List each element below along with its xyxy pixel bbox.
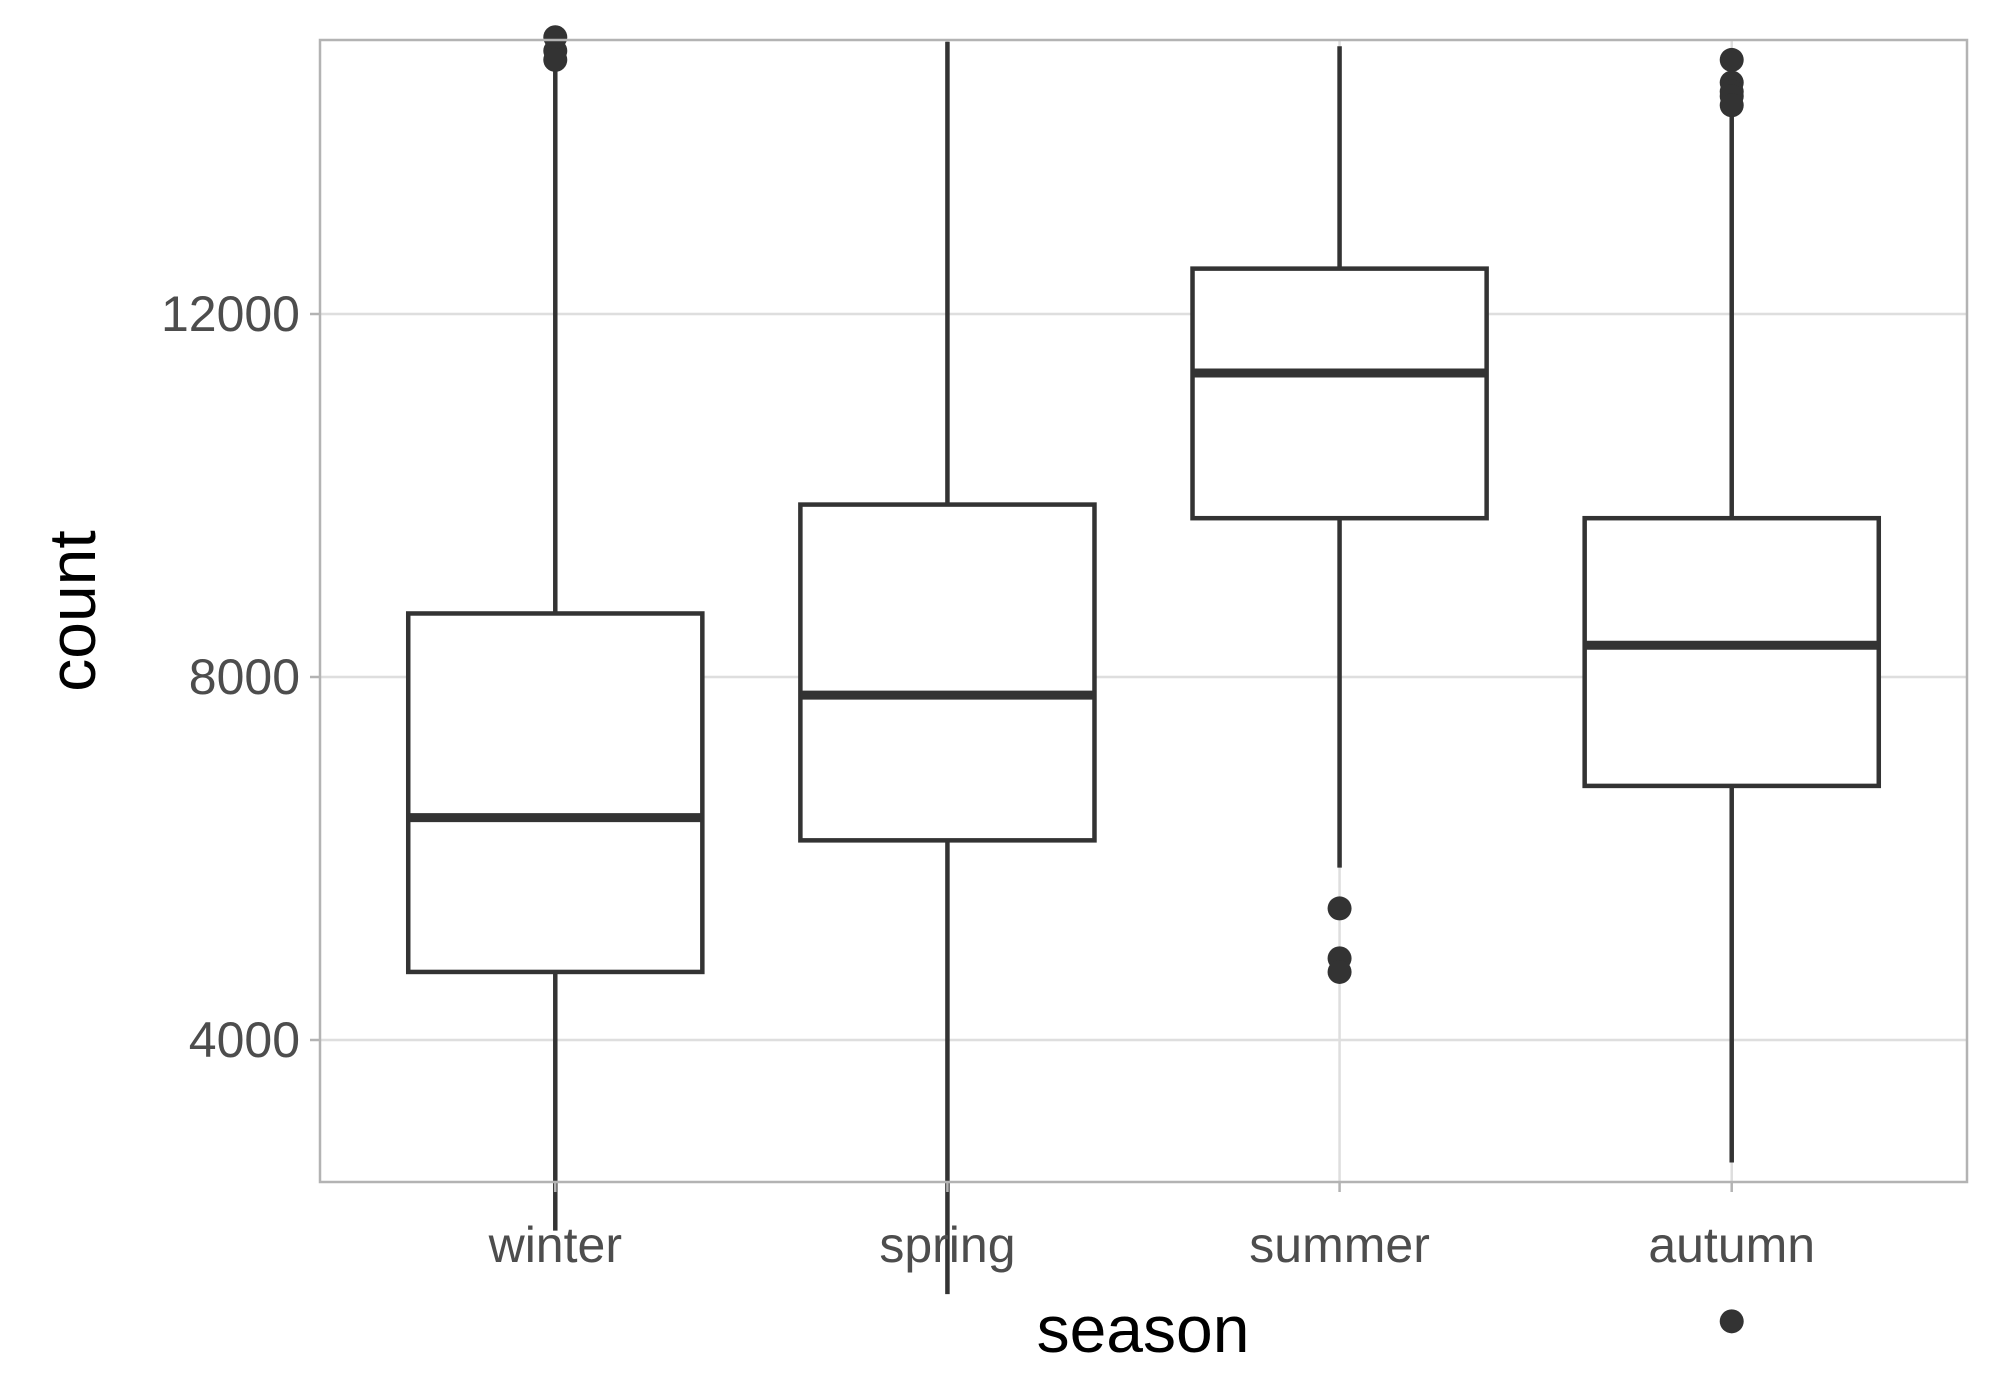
outlier-point <box>1719 1309 1744 1334</box>
y-tick-label-12000: 12000 <box>161 286 300 342</box>
y-axis-title: count <box>35 530 109 691</box>
box-iqr <box>1190 266 1489 521</box>
outlier-point <box>1327 896 1352 921</box>
boxes <box>405 25 1882 1334</box>
box-iqr <box>798 502 1097 843</box>
y-tick-label-4000: 4000 <box>189 1012 300 1068</box>
x-tick-label-summer: summer <box>1249 1217 1430 1273</box>
x-tick-label-autumn: autumn <box>1648 1217 1815 1273</box>
x-tick-label-winter: winter <box>488 1217 622 1273</box>
box-autumn <box>1582 47 1882 1334</box>
x-axis-title: season <box>1037 1292 1250 1366</box>
box-iqr <box>405 611 705 975</box>
box-spring <box>798 41 1097 1295</box>
axis-ticks: 4000 8000 12000 winter spring summer autumn <box>161 286 1815 1273</box>
box-winter <box>405 25 705 1231</box>
outlier-point <box>1719 93 1744 118</box>
x-tick-label-spring: spring <box>879 1217 1015 1273</box>
outlier-point <box>543 47 568 72</box>
box-summer <box>1190 46 1489 984</box>
y-tick-label-8000: 8000 <box>189 649 300 705</box>
panel-border <box>318 38 1969 1184</box>
outlier-point <box>543 25 568 50</box>
box-iqr <box>1582 515 1882 789</box>
outlier-point <box>1327 959 1352 984</box>
outlier-point <box>1719 47 1744 72</box>
